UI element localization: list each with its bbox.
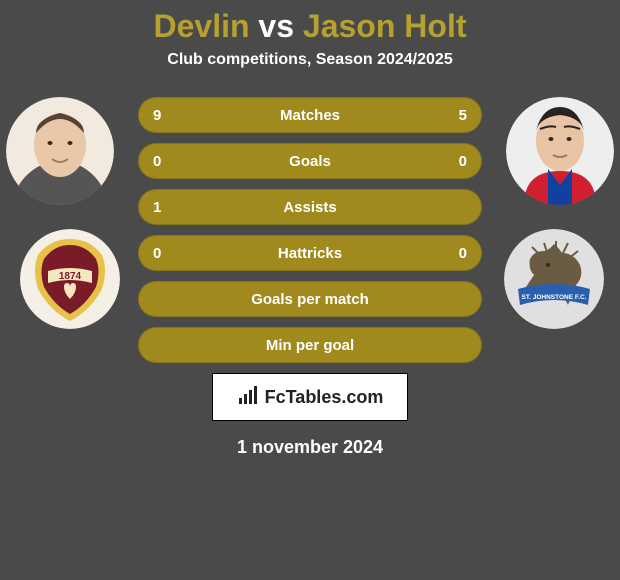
footer-date: 1 november 2024	[237, 437, 383, 458]
hearts-crest-icon: H M F C 1874	[20, 229, 120, 329]
stat-row: 0 Goals 0	[138, 143, 482, 179]
fctables-badge: FcTables.com	[212, 373, 408, 421]
stat-value-left: 0	[153, 245, 161, 262]
player1-avatar-icon	[6, 97, 114, 205]
player2-avatar-icon	[506, 97, 614, 205]
fctables-logo-icon	[237, 384, 259, 411]
player2-club-crest: ST. JOHNSTONE F.C.	[504, 229, 604, 329]
player1-name: Devlin	[154, 8, 250, 44]
stat-row: 0 Hattricks 0	[138, 235, 482, 271]
stat-value-left: 1	[153, 199, 161, 216]
stat-label: Matches	[280, 107, 340, 124]
stjohnstone-crest-icon: ST. JOHNSTONE F.C.	[504, 229, 604, 329]
stats-column: 9 Matches 5 0 Goals 0 1 Assists 0 Hattricks 0 Goals…	[138, 97, 482, 373]
subtitle: Club competitions, Season 2024/2025	[0, 51, 620, 97]
player2-name: Jason Holt	[303, 8, 467, 44]
svg-text:ST. JOHNSTONE F.C.: ST. JOHNSTONE F.C.	[522, 294, 587, 301]
stat-row: 1 Assists	[138, 189, 482, 225]
stat-label: Goals per match	[251, 291, 369, 308]
player1-club-crest: H M F C 1874	[20, 229, 120, 329]
svg-text:H: H	[54, 249, 61, 259]
svg-text:M: M	[80, 249, 88, 259]
stat-value-right: 0	[459, 153, 467, 170]
stat-value-right: 5	[459, 107, 467, 124]
vs-text: vs	[258, 8, 294, 44]
stat-row: Goals per match	[138, 281, 482, 317]
stat-label: Goals	[289, 153, 331, 170]
stat-value-left: 0	[153, 153, 161, 170]
stat-label: Assists	[283, 199, 336, 216]
main-area: H M F C 1874 ST. JOHNSTONE F.C. 9 Matches…	[0, 97, 620, 527]
stat-label: Min per goal	[266, 337, 354, 354]
comparison-title: Devlin vs Jason Holt	[0, 0, 620, 51]
stat-value-right: 0	[459, 245, 467, 262]
player1-portrait	[6, 97, 114, 205]
stat-row: Min per goal	[138, 327, 482, 363]
fctables-text: FcTables.com	[265, 387, 384, 408]
stat-row: 9 Matches 5	[138, 97, 482, 133]
stat-label: Hattricks	[278, 245, 342, 262]
stat-value-left: 9	[153, 107, 161, 124]
svg-text:1874: 1874	[59, 271, 82, 282]
player2-portrait	[506, 97, 614, 205]
